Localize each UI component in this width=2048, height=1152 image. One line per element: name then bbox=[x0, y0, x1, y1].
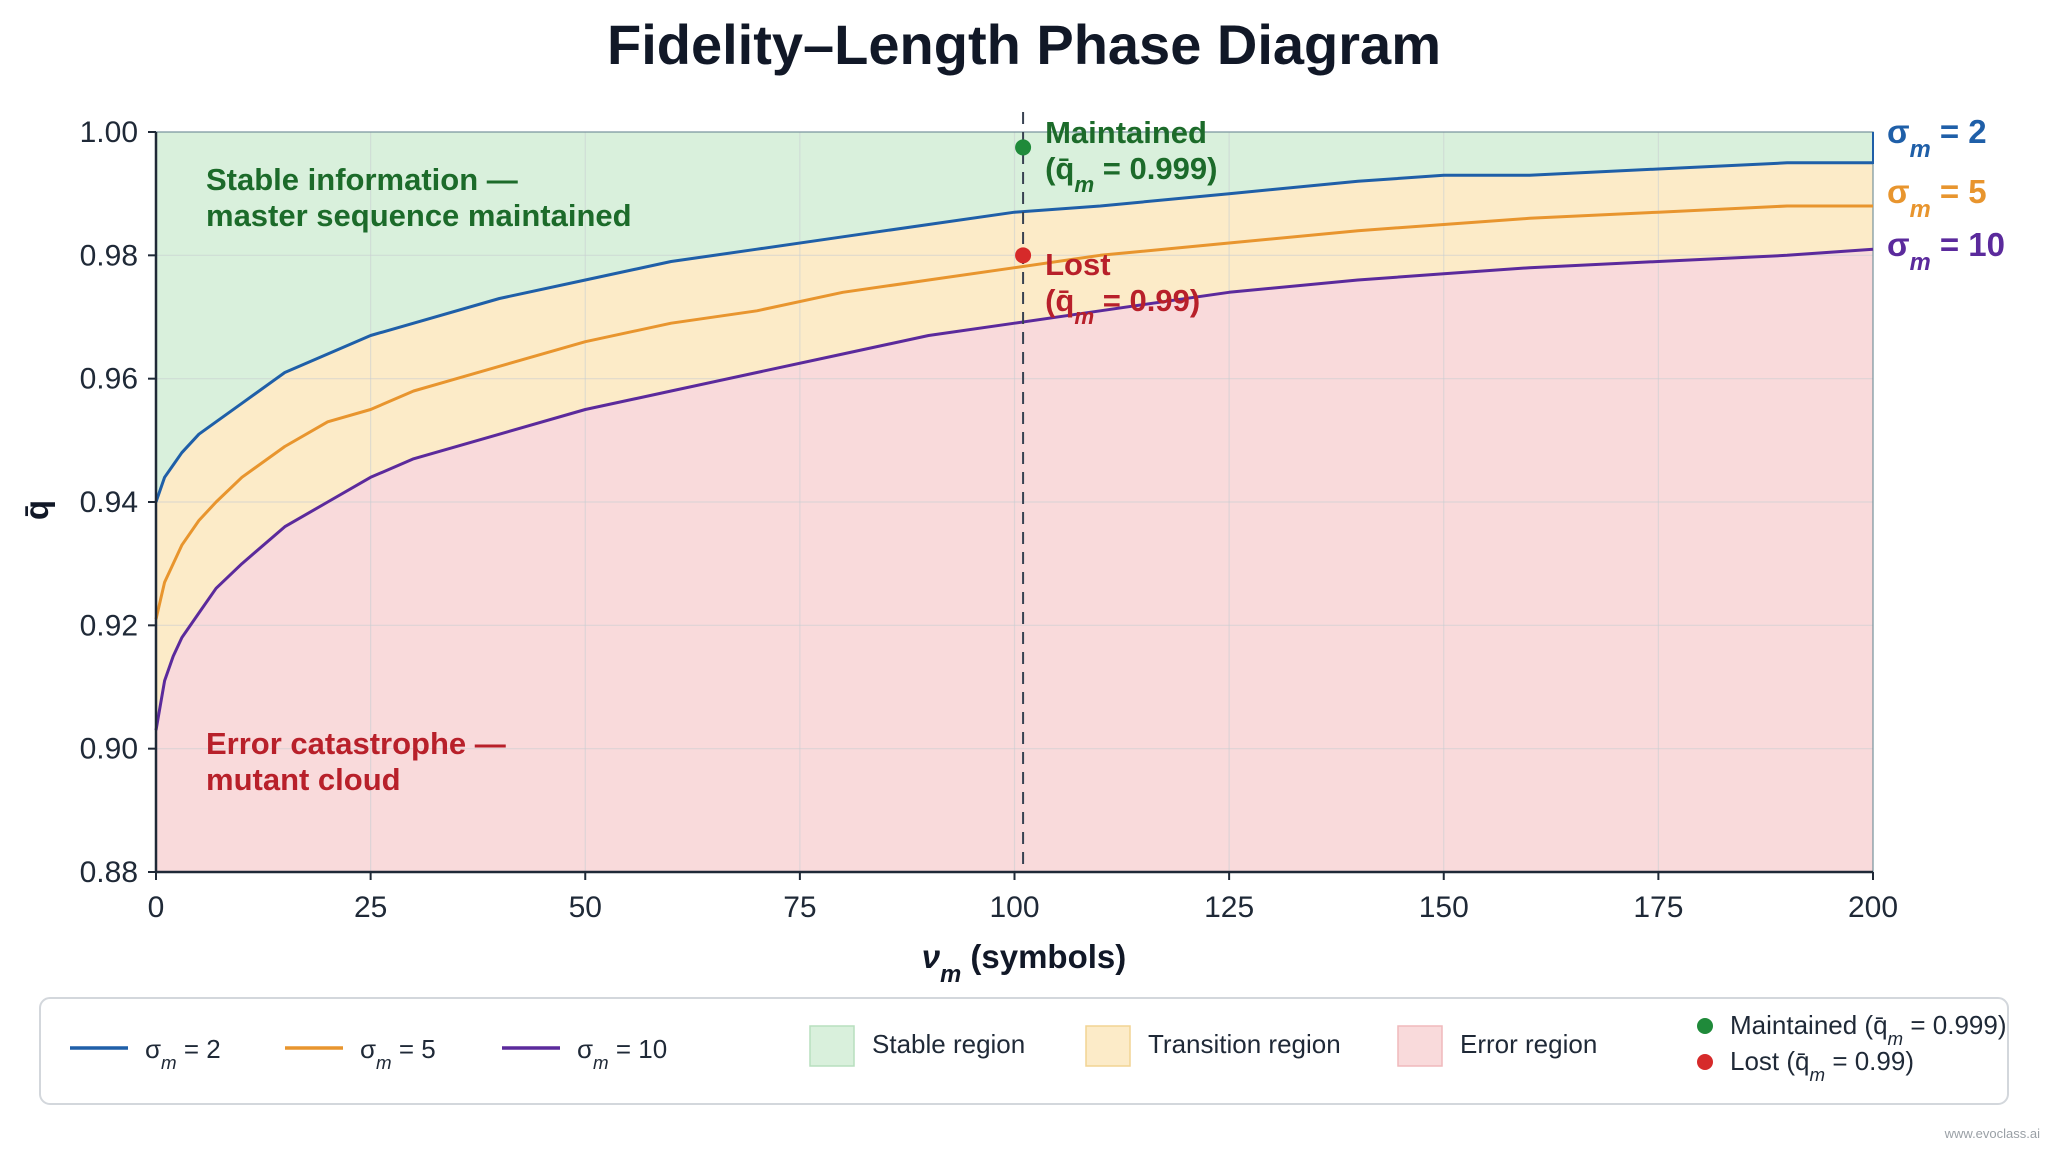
x-tick-label: 50 bbox=[569, 891, 602, 924]
x-tick-label: 200 bbox=[1848, 891, 1898, 924]
legend-series-label: σm = 5 bbox=[360, 1034, 436, 1073]
x-tick-label: 125 bbox=[1204, 891, 1254, 924]
maintained-annotation-detail: (q̄m = 0.999) bbox=[1045, 151, 1217, 197]
legend-region-label: Stable region bbox=[872, 1029, 1025, 1059]
legend-series-label: σm = 10 bbox=[577, 1034, 667, 1073]
lost-annotation: Lost bbox=[1045, 247, 1110, 282]
stable-region-label: master sequence maintained bbox=[206, 198, 632, 233]
legend-region-swatch bbox=[1397, 1025, 1443, 1067]
lost-annotation-detail: (q̄m = 0.99) bbox=[1045, 283, 1200, 329]
legend-point-marker bbox=[1697, 1054, 1713, 1070]
lost-point bbox=[1015, 247, 1032, 264]
watermark: www.evoclass.ai bbox=[1944, 1126, 2040, 1141]
y-tick-label: 0.96 bbox=[80, 363, 138, 396]
x-axis-label: νm (symbols) bbox=[922, 938, 1127, 988]
x-tick-label: 150 bbox=[1419, 891, 1469, 924]
legend-point-label: Maintained (q̄m = 0.999) bbox=[1730, 1010, 2007, 1049]
x-tick-label: 0 bbox=[148, 891, 165, 924]
y-tick-label: 0.90 bbox=[80, 733, 138, 766]
x-tick-label: 100 bbox=[989, 891, 1039, 924]
legend-series-label: σm = 2 bbox=[145, 1034, 221, 1073]
legend-region-swatch bbox=[1085, 1025, 1131, 1067]
maintained-point bbox=[1015, 139, 1032, 156]
legend-region-label: Error region bbox=[1460, 1029, 1597, 1059]
series-line-sigma-5 bbox=[154, 204, 1873, 620]
y-tick-label: 0.88 bbox=[80, 856, 138, 889]
error-region-label: mutant cloud bbox=[206, 762, 401, 797]
legend-box bbox=[39, 997, 2009, 1105]
maintained-annotation: Maintained bbox=[1045, 115, 1207, 150]
y-tick-label: 0.98 bbox=[80, 239, 138, 272]
chart-title: Fidelity–Length Phase Diagram bbox=[607, 13, 1441, 76]
stable-region-label: Stable information — bbox=[206, 162, 518, 197]
x-tick-label: 25 bbox=[354, 891, 387, 924]
legend-region-label: Transition region bbox=[1148, 1029, 1341, 1059]
series-end-label: σm = 2 bbox=[1887, 113, 1987, 163]
legend-point-marker bbox=[1697, 1018, 1713, 1034]
series-end-label: σm = 5 bbox=[1887, 173, 1987, 223]
legend-point-label: Lost (q̄m = 0.99) bbox=[1730, 1046, 1914, 1085]
y-tick-label: 1.00 bbox=[80, 116, 138, 149]
series-line-sigma-2 bbox=[154, 161, 1873, 503]
error-region-label: Error catastrophe — bbox=[206, 726, 506, 761]
y-axis-label: q̄ bbox=[18, 500, 55, 520]
y-tick-label: 0.92 bbox=[80, 609, 138, 642]
y-tick-label: 0.94 bbox=[80, 486, 138, 519]
series-end-label: σm = 10 bbox=[1887, 226, 2005, 276]
x-tick-label: 75 bbox=[783, 891, 816, 924]
legend-region-swatch bbox=[809, 1025, 855, 1067]
x-tick-label: 175 bbox=[1633, 891, 1683, 924]
series-line-sigma-10 bbox=[154, 247, 1874, 731]
